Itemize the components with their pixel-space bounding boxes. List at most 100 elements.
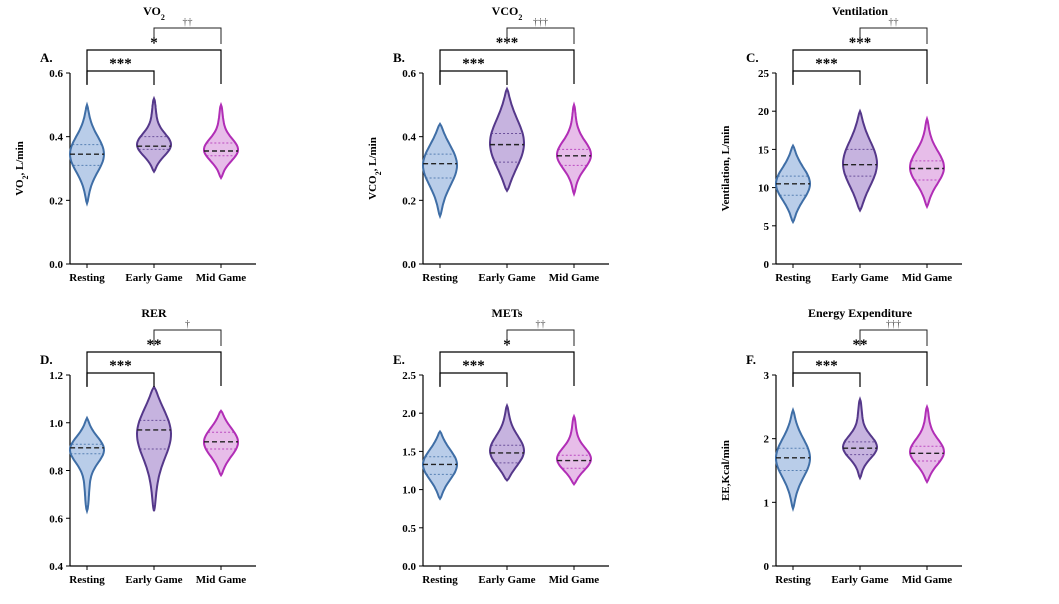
- y-tick-label: 2.0: [402, 408, 416, 420]
- x-tick-label: Mid Game: [196, 272, 247, 284]
- violin-shape: [203, 409, 239, 478]
- violin-shape: [555, 413, 593, 486]
- chart-panel-a: VO2 A. VO2, L/min 0.0 0.2 0.4 0.6 Resting Early …: [14, 4, 256, 284]
- x-tick-label: Mid Game: [902, 574, 953, 586]
- y-tick-label: 5: [764, 221, 770, 233]
- y-axis-label-subscript: 2: [21, 175, 30, 179]
- significance-bracket: [86, 372, 155, 387]
- significance-label: ***: [109, 56, 132, 72]
- y-tick-label: 0.0: [402, 259, 416, 271]
- y-tick-label: 0.4: [49, 132, 63, 144]
- significance-label: ***: [109, 358, 132, 374]
- significance-label: †††: [886, 319, 901, 330]
- y-tick-label: 1: [764, 497, 770, 509]
- significance-label: †: [185, 319, 190, 330]
- significance-bracket: [506, 329, 575, 346]
- y-tick-label: 25: [758, 68, 770, 80]
- violin-shape: [488, 402, 526, 482]
- panel-label: D.: [40, 352, 53, 367]
- significance-bracket: [506, 27, 575, 44]
- y-axis-label: EE,Kcal/min: [720, 440, 732, 501]
- y-tick-label: 2.5: [402, 370, 416, 382]
- violin-shape: [135, 384, 173, 512]
- x-tick-label: Early Game: [478, 574, 535, 586]
- y-axis-label-subscript: 2: [374, 171, 383, 175]
- chart-title: VO2: [143, 4, 165, 22]
- violin-shape: [68, 415, 106, 515]
- significance-bracket: [439, 49, 575, 84]
- chart-title-subscript: 2: [161, 13, 165, 22]
- chart-panel-d: RER D. 0.4 0.6 0.8 1.0 1.2 Resting Early Game Mid…: [40, 306, 256, 586]
- y-tick-label: 0.5: [402, 523, 416, 535]
- y-tick-label: 15: [758, 144, 770, 156]
- violin-shape: [135, 95, 173, 174]
- y-tick-label: 0.6: [402, 68, 416, 80]
- chart-title: Energy Expenditure: [808, 306, 913, 320]
- y-tick-label: 1.2: [49, 370, 63, 382]
- violin-shape: [908, 403, 946, 484]
- significance-bracket: [86, 70, 155, 85]
- y-tick-label: 0.4: [49, 561, 63, 573]
- y-axis-label: VCO2, L/min: [367, 137, 383, 200]
- violin-shape: [422, 429, 458, 501]
- x-tick-label: Mid Game: [902, 272, 953, 284]
- y-tick-label: 0.6: [49, 513, 63, 525]
- significance-bracket: [86, 351, 222, 386]
- panel-label: E.: [393, 352, 405, 367]
- chart-panel-f: Energy Expenditure F. EE,Kcal/min 0 1 2 3 Resti…: [720, 306, 962, 586]
- panel-label: C.: [746, 50, 759, 65]
- y-axis-label: VO2, L/min: [14, 141, 30, 196]
- x-tick-label: Resting: [775, 574, 811, 586]
- significance-bracket: [86, 49, 222, 84]
- significance-bracket: [792, 372, 861, 387]
- significance-label: ††: [889, 17, 899, 28]
- y-tick-label: 0: [764, 259, 770, 271]
- violin-shape: [908, 115, 946, 210]
- significance-label: ***: [462, 56, 485, 72]
- x-tick-label: Resting: [422, 574, 458, 586]
- y-tick-label: 0.2: [402, 195, 416, 207]
- violin-shape: [421, 121, 459, 220]
- significance-label: ***: [462, 358, 485, 374]
- significance-bracket: [439, 70, 508, 85]
- chart-title: VCO2: [492, 4, 523, 22]
- violin-shape: [841, 108, 879, 213]
- y-tick-label: 0.4: [402, 132, 416, 144]
- y-tick-label: 0.6: [49, 68, 63, 80]
- violin-shape: [203, 101, 239, 181]
- chart-title: Ventilation: [832, 4, 889, 18]
- panel-label: A.: [40, 50, 53, 65]
- panel-label: F.: [746, 352, 756, 367]
- significance-label: ††: [536, 319, 546, 330]
- x-tick-label: Resting: [69, 272, 105, 284]
- chart-title-subscript: 2: [518, 13, 522, 22]
- significance-bracket: [859, 329, 928, 346]
- significance-label: ***: [815, 56, 838, 72]
- violin-shape: [556, 101, 592, 198]
- significance-bracket: [439, 372, 508, 387]
- chart-panel-c: Ventilation C. Ventilation, L/min 0 5 10 15 20 2…: [720, 4, 962, 284]
- x-tick-label: Resting: [775, 272, 811, 284]
- significance-bracket: [792, 49, 928, 84]
- x-tick-label: Resting: [69, 574, 105, 586]
- chart-title: RER: [141, 306, 167, 320]
- panel-label: B.: [393, 50, 405, 65]
- violin-shape: [775, 407, 811, 512]
- y-tick-label: 0.2: [49, 195, 63, 207]
- x-tick-label: Mid Game: [196, 574, 247, 586]
- significance-label: †††: [533, 17, 548, 28]
- violin-shape: [489, 86, 525, 193]
- chart-panel-e: METs E. 0.0 0.5 1.0 1.5 2.0 2.5 Resting Early Gam…: [393, 306, 609, 586]
- x-tick-label: Early Game: [831, 574, 888, 586]
- y-tick-label: 0: [764, 561, 770, 573]
- y-axis-label: Ventilation, L/min: [720, 126, 732, 212]
- x-tick-label: Early Game: [125, 574, 182, 586]
- significance-bracket: [153, 27, 222, 44]
- y-tick-label: 0.0: [402, 561, 416, 573]
- y-axis-label-units: , L/min: [367, 137, 379, 171]
- y-tick-label: 0.0: [49, 259, 63, 271]
- chart-title: METs: [492, 306, 523, 320]
- y-tick-label: 0.8: [49, 466, 63, 478]
- significance-bracket: [439, 351, 575, 386]
- violin-shape: [841, 396, 879, 481]
